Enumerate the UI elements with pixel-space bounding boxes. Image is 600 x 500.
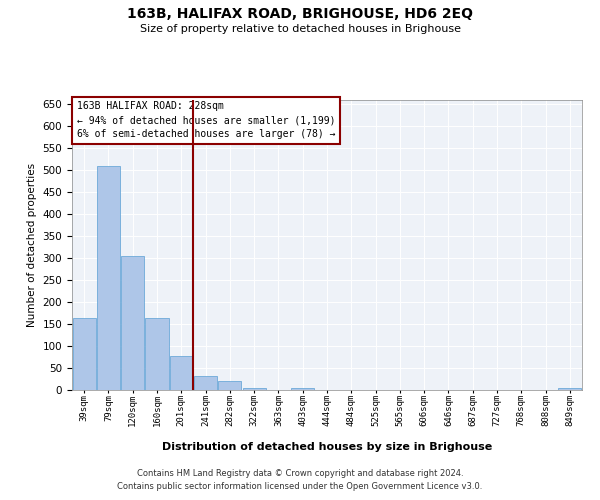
Bar [121, 256, 144, 390]
Bar [145, 318, 169, 390]
Bar [97, 166, 120, 390]
Bar [218, 381, 241, 390]
Text: Contains public sector information licensed under the Open Government Licence v3: Contains public sector information licen… [118, 482, 482, 491]
Bar [291, 388, 314, 390]
Bar [242, 388, 266, 390]
Bar [559, 388, 581, 390]
Text: Distribution of detached houses by size in Brighouse: Distribution of detached houses by size … [162, 442, 492, 452]
Bar [73, 318, 95, 390]
Text: Contains HM Land Registry data © Crown copyright and database right 2024.: Contains HM Land Registry data © Crown c… [137, 468, 463, 477]
Bar [194, 376, 217, 390]
Text: 163B, HALIFAX ROAD, BRIGHOUSE, HD6 2EQ: 163B, HALIFAX ROAD, BRIGHOUSE, HD6 2EQ [127, 8, 473, 22]
Text: 163B HALIFAX ROAD: 228sqm
← 94% of detached houses are smaller (1,199)
6% of sem: 163B HALIFAX ROAD: 228sqm ← 94% of detac… [77, 102, 335, 140]
Bar [170, 356, 193, 390]
Y-axis label: Number of detached properties: Number of detached properties [27, 163, 37, 327]
Text: Size of property relative to detached houses in Brighouse: Size of property relative to detached ho… [139, 24, 461, 34]
